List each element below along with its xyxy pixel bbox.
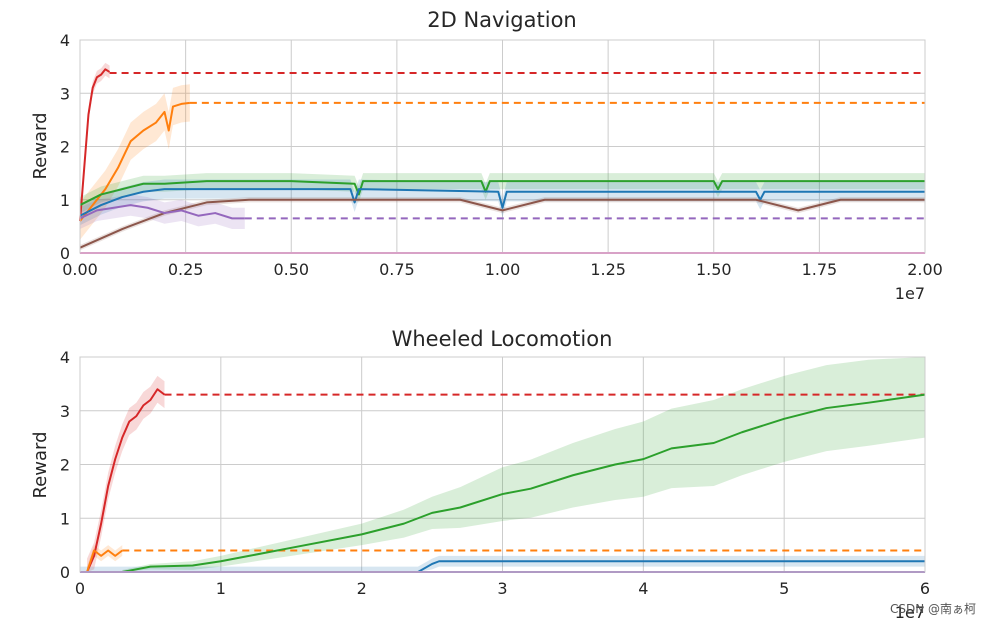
y-tick-label: 1	[60, 191, 70, 210]
y-tick-labels: 0 1 2 3 4	[60, 31, 70, 263]
asymptote-lines	[122, 393, 925, 552]
x-tick-label: 5	[779, 579, 789, 598]
x-tick-label: 1	[216, 579, 226, 598]
series-line-purple	[79, 204, 245, 220]
y-tick-labels: 0 1 2 3 4	[60, 348, 70, 582]
plot-frame	[79, 39, 926, 254]
y-axis-label: Reward	[30, 112, 51, 179]
x-tick-label: 1.25	[590, 260, 626, 279]
chart-title: 2D Navigation	[427, 8, 576, 32]
y-tick-label: 4	[60, 348, 70, 367]
y-tick-label: 3	[60, 84, 70, 103]
series-line-brown	[79, 198, 925, 249]
y-tick-label: 3	[60, 402, 70, 421]
x-tick-label: 1.75	[802, 260, 838, 279]
series-line-blue	[79, 188, 925, 217]
series-line-green	[122, 393, 926, 573]
x-tick-label: 0.25	[168, 260, 204, 279]
x-tick-label: 3	[497, 579, 507, 598]
watermark: CSDN @南ぁ柯	[889, 602, 976, 616]
y-tick-label: 1	[60, 509, 70, 528]
band-blue	[80, 555, 925, 572]
series-line-orange	[79, 101, 190, 222]
x-tick-label: 0.00	[62, 260, 98, 279]
x-multiplier: 1e7	[895, 284, 925, 303]
y-tick-label: 2	[60, 456, 70, 475]
x-tick-label: 4	[638, 579, 648, 598]
plot-frame	[79, 356, 926, 573]
x-tick-label: 1.50	[696, 260, 732, 279]
band-green	[122, 357, 925, 572]
y-tick-label: 0	[60, 244, 70, 263]
x-multiplier: 1e7	[895, 603, 925, 622]
x-tick-label: 0.75	[379, 260, 415, 279]
series-line-red	[79, 68, 111, 222]
asymptote-lines	[109, 72, 925, 220]
chart-title: Wheeled Locomotion	[392, 327, 613, 351]
series-line-orange	[86, 549, 123, 573]
y-tick-label: 2	[60, 138, 70, 157]
y-tick-label: 4	[60, 31, 70, 50]
band-red	[87, 375, 165, 572]
x-tick-label: 1.00	[485, 260, 521, 279]
band-brown	[80, 197, 925, 251]
y-axis-label: Reward	[30, 431, 51, 498]
x-tick-label: 2.00	[907, 260, 943, 279]
series-line-green	[79, 180, 925, 206]
x-tick-label: 2	[357, 579, 367, 598]
x-tick-labels: 0.00 0.25 0.50 0.75 1.00 1.25 1.50 1.75 2.00	[62, 260, 943, 279]
x-tick-labels: 0 1 2 3 4 5 6	[75, 579, 930, 598]
x-tick-label: 0.50	[273, 260, 309, 279]
y-tick-label: 0	[60, 563, 70, 582]
x-tick-label: 6	[920, 579, 930, 598]
x-tick-label: 0	[75, 579, 85, 598]
panel-2d-navigation: 2D Navigation 0.00 0.25 0.50 0.75 1.00 1.25 1.…	[30, 8, 943, 303]
series-line-red	[86, 388, 166, 573]
band-orange	[80, 84, 190, 240]
